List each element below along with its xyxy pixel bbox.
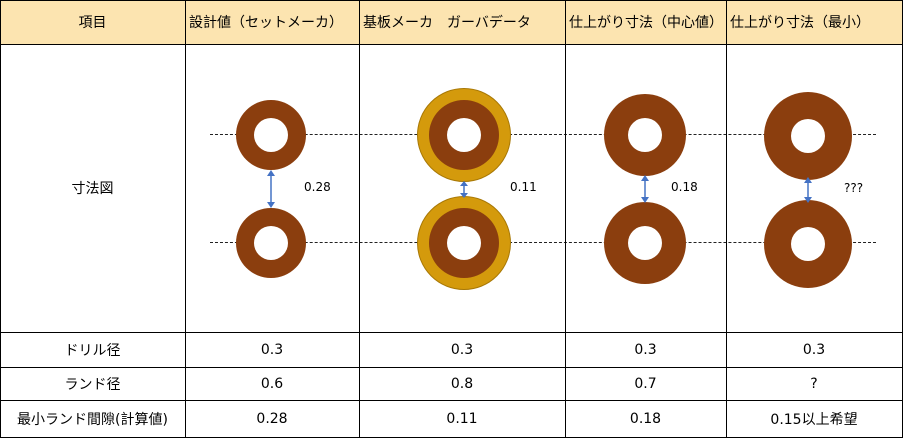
grid-line [0, 400, 903, 401]
drill-hole [447, 118, 481, 152]
drill-hole [628, 226, 662, 260]
land-value-4: ? [810, 375, 818, 392]
grid-line [0, 0, 1, 438]
header-design-value: 設計値（セットメーカ） [185, 0, 359, 44]
header-gerber-data: 基板メーカ ガーバデータ [359, 0, 565, 44]
gap-label: 0.18 [671, 180, 698, 194]
land-value-3: 0.7 [634, 375, 657, 392]
header-finish-center: 仕上がり寸法（中心値） [565, 0, 726, 44]
drill-value-4: 0.3 [802, 341, 826, 358]
gap-arrow [267, 170, 275, 208]
gap-value-3: 0.18 [629, 411, 662, 427]
row-label-min-gap: 最小ランド間隙(計算値) [17, 412, 168, 428]
grid-line [0, 367, 903, 368]
grid-line [359, 0, 360, 438]
land-value-2: 0.8 [450, 375, 474, 392]
grid-line [0, 437, 903, 438]
dashed-line-top [210, 134, 876, 135]
drill-hole [628, 118, 662, 152]
grid-line [185, 0, 186, 438]
grid-line [0, 332, 903, 333]
row-label-land: ランド径 [64, 376, 121, 393]
row-label-diagram: 寸法図 [71, 181, 114, 197]
gap-arrow [804, 177, 812, 203]
gap-label: 0.11 [510, 180, 537, 194]
drill-value-2: 0.3 [450, 341, 474, 358]
gap-arrow [460, 181, 468, 198]
gap-value-2: 0.11 [446, 411, 478, 427]
header-item: 項目 [0, 0, 185, 44]
grid-line [0, 44, 903, 45]
dashed-line-bottom [210, 242, 876, 243]
gap-value-4: 0.15以上希望 [770, 412, 858, 428]
land-value-1: 0.6 [260, 375, 284, 392]
gap-value-1: 0.28 [256, 411, 288, 427]
drill-hole [254, 118, 288, 152]
drill-hole [791, 119, 825, 153]
row-label-drill: ドリル径 [64, 342, 121, 359]
header-finish-min: 仕上がり寸法（最小） [726, 0, 902, 44]
drill-hole [791, 227, 825, 261]
drill-value-3: 0.3 [634, 341, 657, 358]
grid-line [726, 0, 727, 438]
drill-hole [254, 226, 288, 260]
drill-value-1: 0.3 [260, 341, 284, 358]
gap-label: 0.28 [304, 180, 331, 194]
grid-line [565, 0, 566, 438]
gap-label: ??? [844, 181, 864, 195]
gap-arrow [641, 175, 649, 203]
grid-line [0, 0, 903, 1]
drill-hole [447, 226, 481, 260]
